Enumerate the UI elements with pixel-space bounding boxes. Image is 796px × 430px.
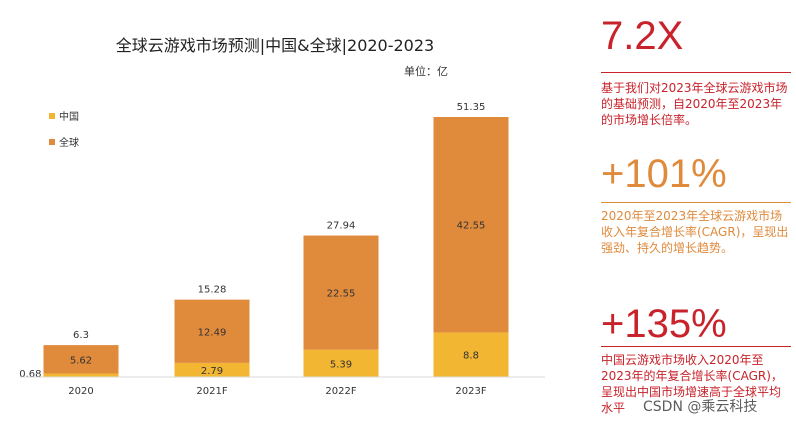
x-tick-label-2021F: 2021F [196, 386, 227, 397]
stat-china-cagr-value: +135% [601, 302, 727, 346]
bar-global-2023F [433, 117, 509, 333]
stat-china-cagr: +135% 中国云游戏市场收入2020年至2023年的年复合增长率(CAGR)，… [601, 302, 791, 416]
data-label-total-2020: 6.3 [73, 330, 89, 341]
bar-china-2020 [43, 373, 119, 377]
x-tick-label-2023F: 2023F [455, 386, 486, 397]
data-label-global-2022F: 22.55 [327, 289, 356, 300]
bars-group: 5.62 0.68 6.3 12.49 2.79 15.28 22.55 5.39 27.94 4… [19, 102, 509, 380]
data-label-china-2021F: 2.79 [201, 366, 223, 377]
bar-china-2023F [433, 332, 509, 377]
stat-global-cagr-value: +101% [601, 152, 727, 196]
stat-growth-multiple: 7.2X 基于我们对2023年全球云游戏市场的基础预测，自2020年至2023年… [601, 14, 791, 128]
bar-global-2020 [43, 345, 119, 374]
legend-swatch-global [49, 139, 55, 145]
stat-china-cagr-desc: 中国云游戏市场收入2020年至2023年的年复合增长率(CAGR)，呈现出中国市… [601, 353, 783, 415]
data-label-china-2023F: 8.8 [463, 351, 479, 362]
bar-global-2022F [303, 235, 379, 350]
x-tick-labels: 2020 2021F 2022F 2023F [68, 386, 487, 397]
data-label-china-2020: 0.68 [19, 369, 41, 380]
bar-global-2021F [174, 299, 250, 363]
data-label-global-2023F: 42.55 [457, 221, 486, 232]
x-tick-label-2022F: 2022F [325, 386, 356, 397]
stat-growth-multiple-value: 7.2X [601, 14, 684, 58]
x-tick-label-2020: 2020 [68, 386, 93, 397]
data-label-total-2021F: 15.28 [198, 285, 227, 296]
data-label-total-2023F: 51.35 [457, 102, 486, 113]
stat-divider [601, 202, 791, 203]
data-label-global-2020: 5.62 [70, 355, 92, 366]
stat-divider [601, 72, 791, 73]
stat-global-cagr-desc: 2020年至2023年全球云游戏市场收入年复合增长率(CAGR)，呈现出强劲、持… [601, 209, 789, 255]
legend-label-global: 全球 [59, 136, 79, 149]
data-label-total-2022F: 27.94 [327, 221, 356, 232]
stat-divider [601, 346, 791, 347]
bar-china-2022F [303, 349, 379, 377]
stat-growth-multiple-desc: 基于我们对2023年全球云游戏市场的基础预测，自2020年至2023年的市场增长… [601, 81, 788, 127]
data-label-china-2022F: 5.39 [330, 359, 352, 370]
legend-label-china: 中国 [59, 110, 79, 123]
bar-china-2021F [174, 362, 250, 377]
unit-label: 单位：亿 [404, 64, 448, 78]
stat-global-cagr: +101% 2020年至2023年全球云游戏市场收入年复合增长率(CAGR)，呈… [601, 152, 791, 256]
watermark: CSDN @乘云科技 [643, 399, 758, 415]
data-label-global-2021F: 12.49 [198, 327, 227, 338]
legend-swatch-china [49, 113, 55, 119]
chart-title: 全球云游戏市场预测|中国&全球|2020-2023 [116, 36, 434, 55]
